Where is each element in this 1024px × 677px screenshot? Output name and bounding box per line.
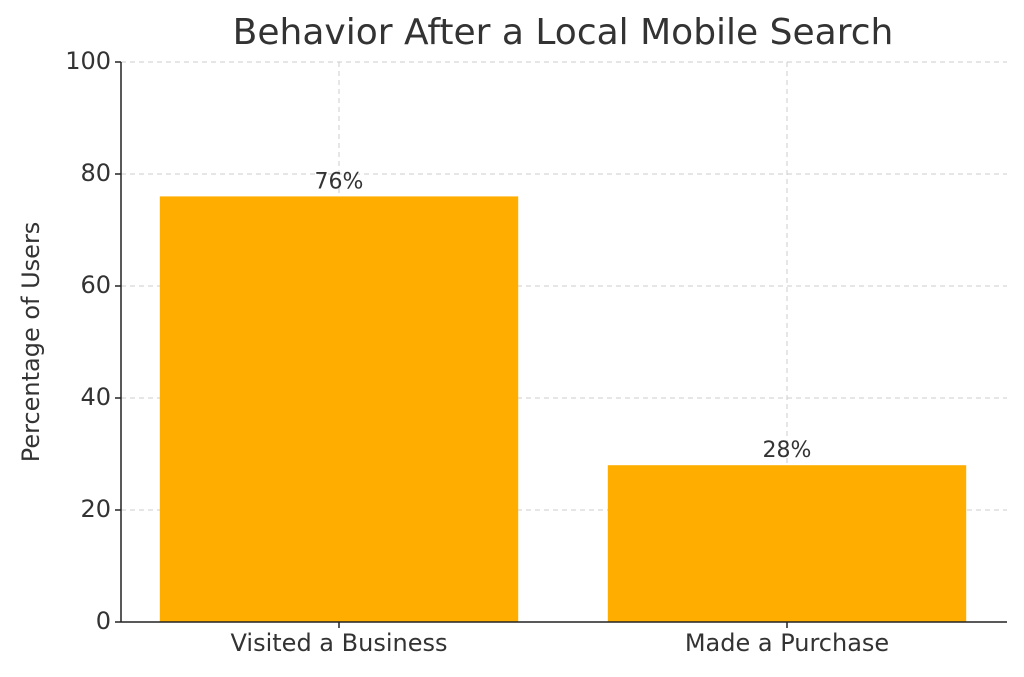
y-tick-label: 60 [80, 271, 111, 299]
y-tick-label: 20 [80, 495, 111, 523]
y-tick-label: 40 [80, 383, 111, 411]
bar [607, 465, 967, 622]
y-tick-label: 100 [65, 47, 111, 75]
bar [159, 196, 519, 622]
value-label: 76% [315, 169, 364, 194]
y-tick-label: 80 [80, 159, 111, 187]
x-tick-label: Visited a Business [231, 629, 448, 657]
y-tick-label: 0 [96, 607, 111, 635]
x-tick-label: Made a Purchase [685, 629, 889, 657]
chart-title: Behavior After a Local Mobile Search [233, 12, 894, 53]
y-axis-label: Percentage of Users [17, 222, 45, 463]
value-label: 28% [763, 438, 812, 463]
